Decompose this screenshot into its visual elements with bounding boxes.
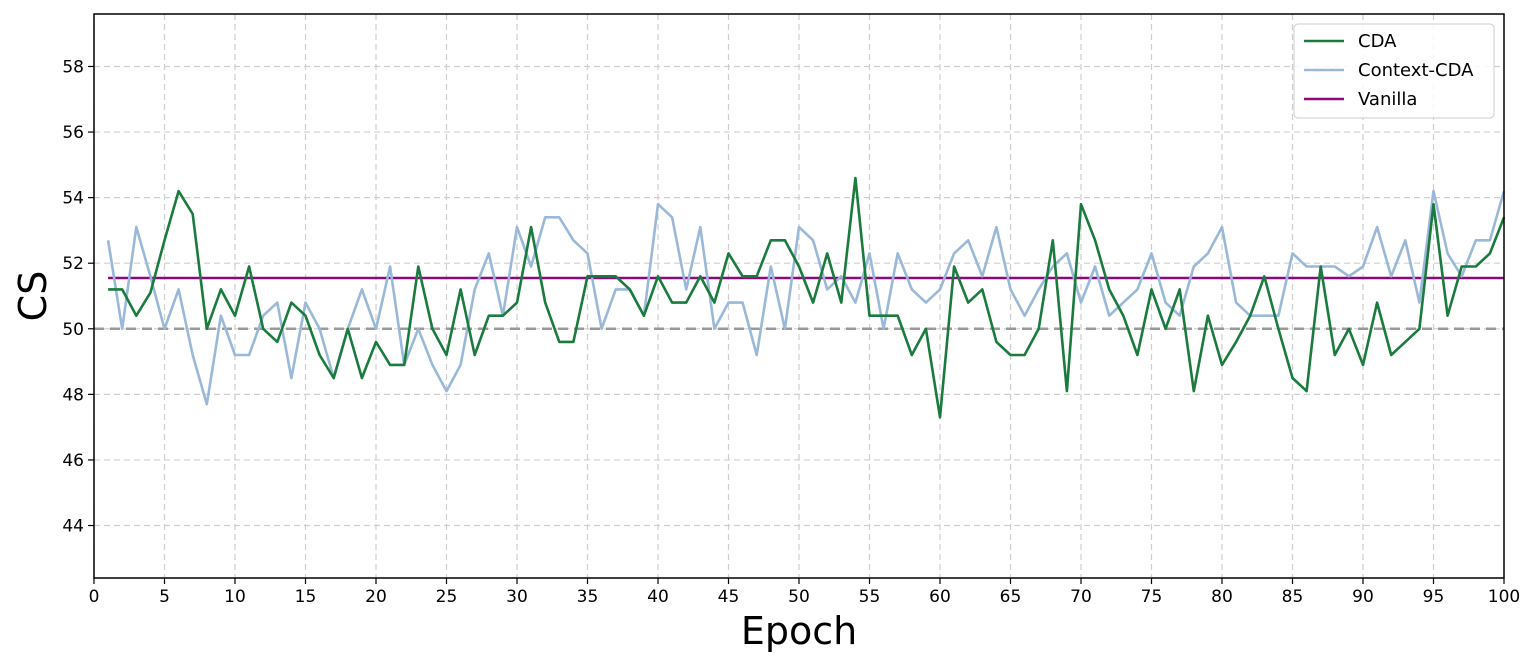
- legend-label-vanilla: Vanilla: [1358, 89, 1417, 110]
- y-axis-label: CS: [11, 271, 55, 322]
- x-tick-label: 85: [1282, 587, 1304, 607]
- legend-label-context-cda: Context-CDA: [1358, 60, 1474, 81]
- y-tick-label: 48: [62, 385, 84, 405]
- x-tick-label: 45: [718, 587, 740, 607]
- y-tick-label: 46: [62, 451, 84, 471]
- y-tick-label: 44: [62, 517, 84, 537]
- y-tick-label: 56: [62, 123, 84, 143]
- x-tick-label: 65: [1000, 587, 1022, 607]
- x-tick-label: 5: [159, 587, 170, 607]
- x-tick-label: 95: [1423, 587, 1445, 607]
- y-tick-label: 58: [62, 57, 84, 77]
- x-tick-label: 0: [89, 587, 100, 607]
- y-tick-label: 54: [62, 189, 84, 209]
- x-tick-label: 75: [1141, 587, 1163, 607]
- grid-lines: [93, 14, 1505, 578]
- x-axis-label: Epoch: [741, 609, 857, 653]
- x-tick-label: 60: [929, 587, 951, 607]
- x-tick-label: 90: [1352, 587, 1374, 607]
- x-tick-label: 15: [295, 587, 317, 607]
- axis-ticks: 0 5 10 15 20 25 30 35 40 45 50 55 60 65 70 75 80 85 90 95 10…: [62, 57, 1520, 607]
- x-tick-label: 40: [647, 587, 669, 607]
- legend: CDA Context-CDA Vanilla: [1293, 23, 1495, 119]
- y-tick-label: 50: [62, 320, 84, 340]
- x-tick-label: 35: [577, 587, 599, 607]
- x-tick-label: 25: [436, 587, 458, 607]
- series-lines: [106, 176, 1506, 419]
- x-tick-label: 30: [506, 587, 528, 607]
- x-tick-label: 80: [1211, 587, 1233, 607]
- series-line-context-cda: [106, 189, 1506, 406]
- x-tick-label: 10: [224, 587, 246, 607]
- y-tick-label: 52: [62, 254, 84, 274]
- legend-label-cda: CDA: [1358, 31, 1397, 52]
- x-tick-label: 55: [859, 587, 881, 607]
- x-tick-label: 20: [365, 587, 387, 607]
- series-line-cda: [108, 176, 1506, 419]
- x-tick-label: 100: [1488, 587, 1520, 607]
- legend-box: [1293, 23, 1495, 119]
- x-tick-label: 50: [788, 587, 810, 607]
- x-tick-label: 70: [1070, 587, 1092, 607]
